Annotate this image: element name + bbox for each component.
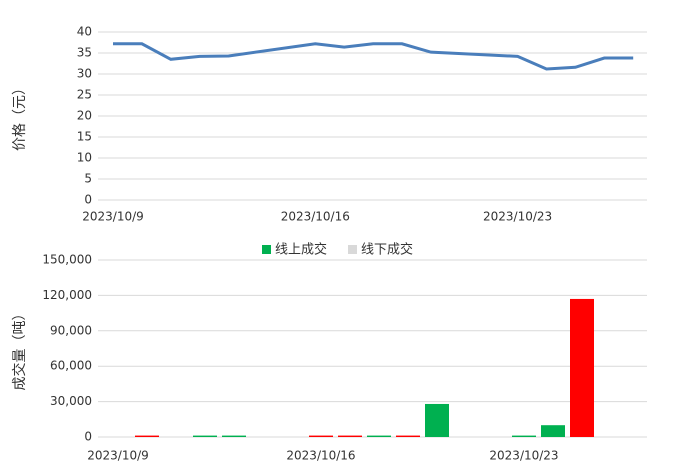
legend-swatch [348, 245, 357, 254]
x-tick-label: 2023/10/16 [281, 210, 350, 224]
bar [570, 298, 594, 437]
legend-swatch [262, 245, 271, 254]
y-tick-label: 0 [84, 430, 92, 444]
y-tick-label: 15 [77, 130, 92, 144]
bar [193, 435, 217, 437]
y-tick-label: 20 [77, 109, 92, 123]
bar [541, 425, 565, 437]
x-tick-label: 2023/10/9 [82, 210, 144, 224]
legend-label: 线下成交 [361, 242, 413, 258]
bar [338, 435, 362, 437]
bar [222, 435, 246, 437]
bar [135, 435, 159, 437]
bar [512, 435, 536, 437]
bar [367, 435, 391, 437]
price-line [113, 42, 634, 71]
bar [425, 403, 449, 437]
y-tick-label: 0 [84, 193, 92, 207]
y-tick-label: 40 [77, 25, 92, 39]
bar [309, 435, 333, 437]
y-tick-label: 30 [77, 67, 92, 81]
y-axis-label: 成交量（吨） [11, 307, 28, 391]
y-tick-label: 5 [84, 172, 92, 186]
y-tick-label: 10 [77, 151, 92, 165]
y-tick-label: 25 [77, 88, 92, 102]
x-tick-label: 2023/10/16 [286, 449, 355, 463]
y-tick-label: 30,000 [50, 394, 92, 408]
y-tick-label: 120,000 [42, 288, 92, 302]
legend-label: 线上成交 [275, 242, 327, 258]
y-tick-label: 150,000 [42, 253, 92, 267]
y-tick-label: 90,000 [50, 323, 92, 337]
y-tick-label: 35 [77, 46, 92, 60]
bar [396, 435, 420, 437]
y-axis-label: 价格（元） [12, 81, 28, 151]
x-tick-label: 2023/10/23 [489, 449, 558, 463]
y-tick-label: 60,000 [50, 359, 92, 373]
x-tick-label: 2023/10/9 [87, 449, 149, 463]
x-tick-label: 2023/10/23 [483, 210, 552, 224]
